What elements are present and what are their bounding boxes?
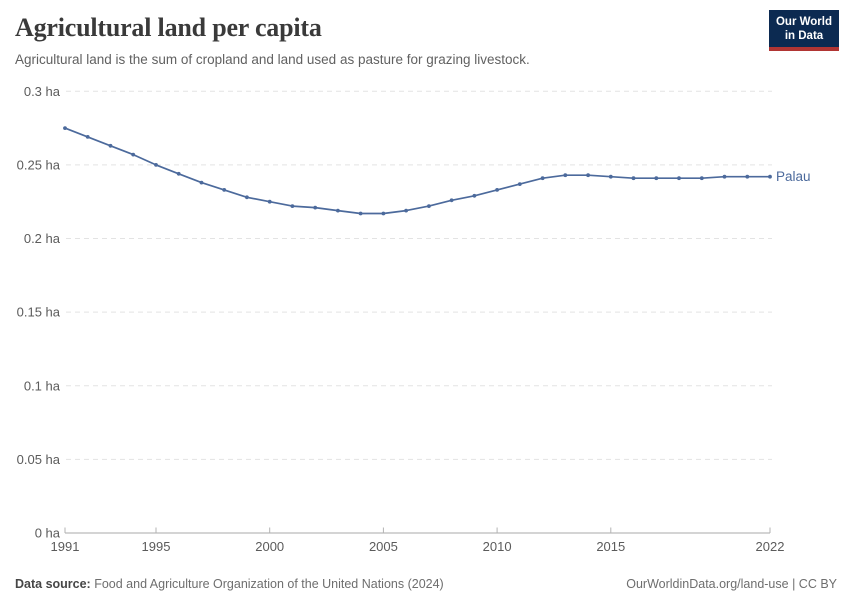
data-line — [64, 127, 771, 215]
data-point — [540, 176, 545, 181]
data-point — [290, 204, 295, 209]
data-point — [358, 211, 363, 216]
data-point — [313, 205, 318, 210]
data-point — [608, 174, 613, 179]
owid-url-link[interactable]: OurWorldinData.org/land-use — [626, 577, 789, 591]
x-tick-label: 2010 — [483, 539, 512, 554]
x-tick-label: 1995 — [142, 539, 171, 554]
data-point — [631, 176, 636, 181]
data-point — [404, 208, 408, 213]
x-tick-label: 2005 — [369, 539, 398, 554]
footer-separator: | — [788, 577, 799, 591]
data-point — [722, 174, 727, 179]
y-tick-label: 0.05 ha — [17, 452, 61, 467]
data-point — [586, 173, 590, 178]
footer-right: OurWorldinData.org/land-use | CC BY — [626, 577, 837, 591]
data-point — [677, 176, 681, 181]
data-point — [267, 199, 272, 204]
data-point — [472, 193, 477, 198]
data-point — [199, 180, 204, 185]
owid-logo[interactable]: Our World in Data — [769, 10, 839, 51]
owid-logo-line2: in Data — [784, 30, 824, 42]
data-point — [745, 174, 750, 179]
series-label[interactable]: Palau — [776, 169, 811, 184]
chart-footer: Data source: Food and Agriculture Organi… — [15, 577, 837, 591]
data-point — [517, 182, 522, 187]
data-point — [222, 188, 227, 192]
data-point — [563, 173, 568, 178]
data-point — [85, 135, 90, 139]
data-point — [449, 198, 454, 203]
data-source-label: Data source: — [15, 577, 91, 591]
data-point — [495, 188, 499, 192]
data-point — [654, 176, 659, 181]
data-point — [131, 152, 136, 157]
data-point — [427, 204, 431, 209]
x-tick-label: 1991 — [51, 539, 80, 554]
x-tick-label: 2022 — [756, 539, 785, 554]
y-tick-label: 0.2 ha — [24, 231, 61, 246]
chart-subtitle: Agricultural land is the sum of cropland… — [15, 52, 530, 67]
data-point — [245, 195, 249, 200]
y-tick-label: 0.1 ha — [24, 378, 61, 393]
data-point — [336, 208, 340, 213]
y-tick-label: 0.15 ha — [17, 305, 61, 320]
data-point — [381, 211, 386, 216]
x-tick-label: 2000 — [255, 539, 284, 554]
y-tick-label: 0.3 ha — [24, 84, 61, 99]
data-point — [176, 171, 181, 176]
data-point — [63, 126, 67, 130]
data-point — [154, 163, 158, 167]
x-tick-label: 2015 — [596, 539, 625, 554]
data-point — [108, 143, 113, 148]
owid-logo-line1: Our World — [775, 16, 832, 28]
data-point — [768, 174, 772, 179]
y-tick-label: 0.25 ha — [17, 157, 61, 172]
data-point — [699, 176, 704, 181]
page-title: Agricultural land per capita — [15, 13, 322, 42]
data-source-text: Food and Agriculture Organization of the… — [90, 577, 444, 591]
data-source-note: Data source: Food and Agriculture Organi… — [15, 577, 444, 591]
license-badge: CC BY — [798, 577, 837, 591]
y-tick-label: 0 ha — [35, 526, 61, 541]
